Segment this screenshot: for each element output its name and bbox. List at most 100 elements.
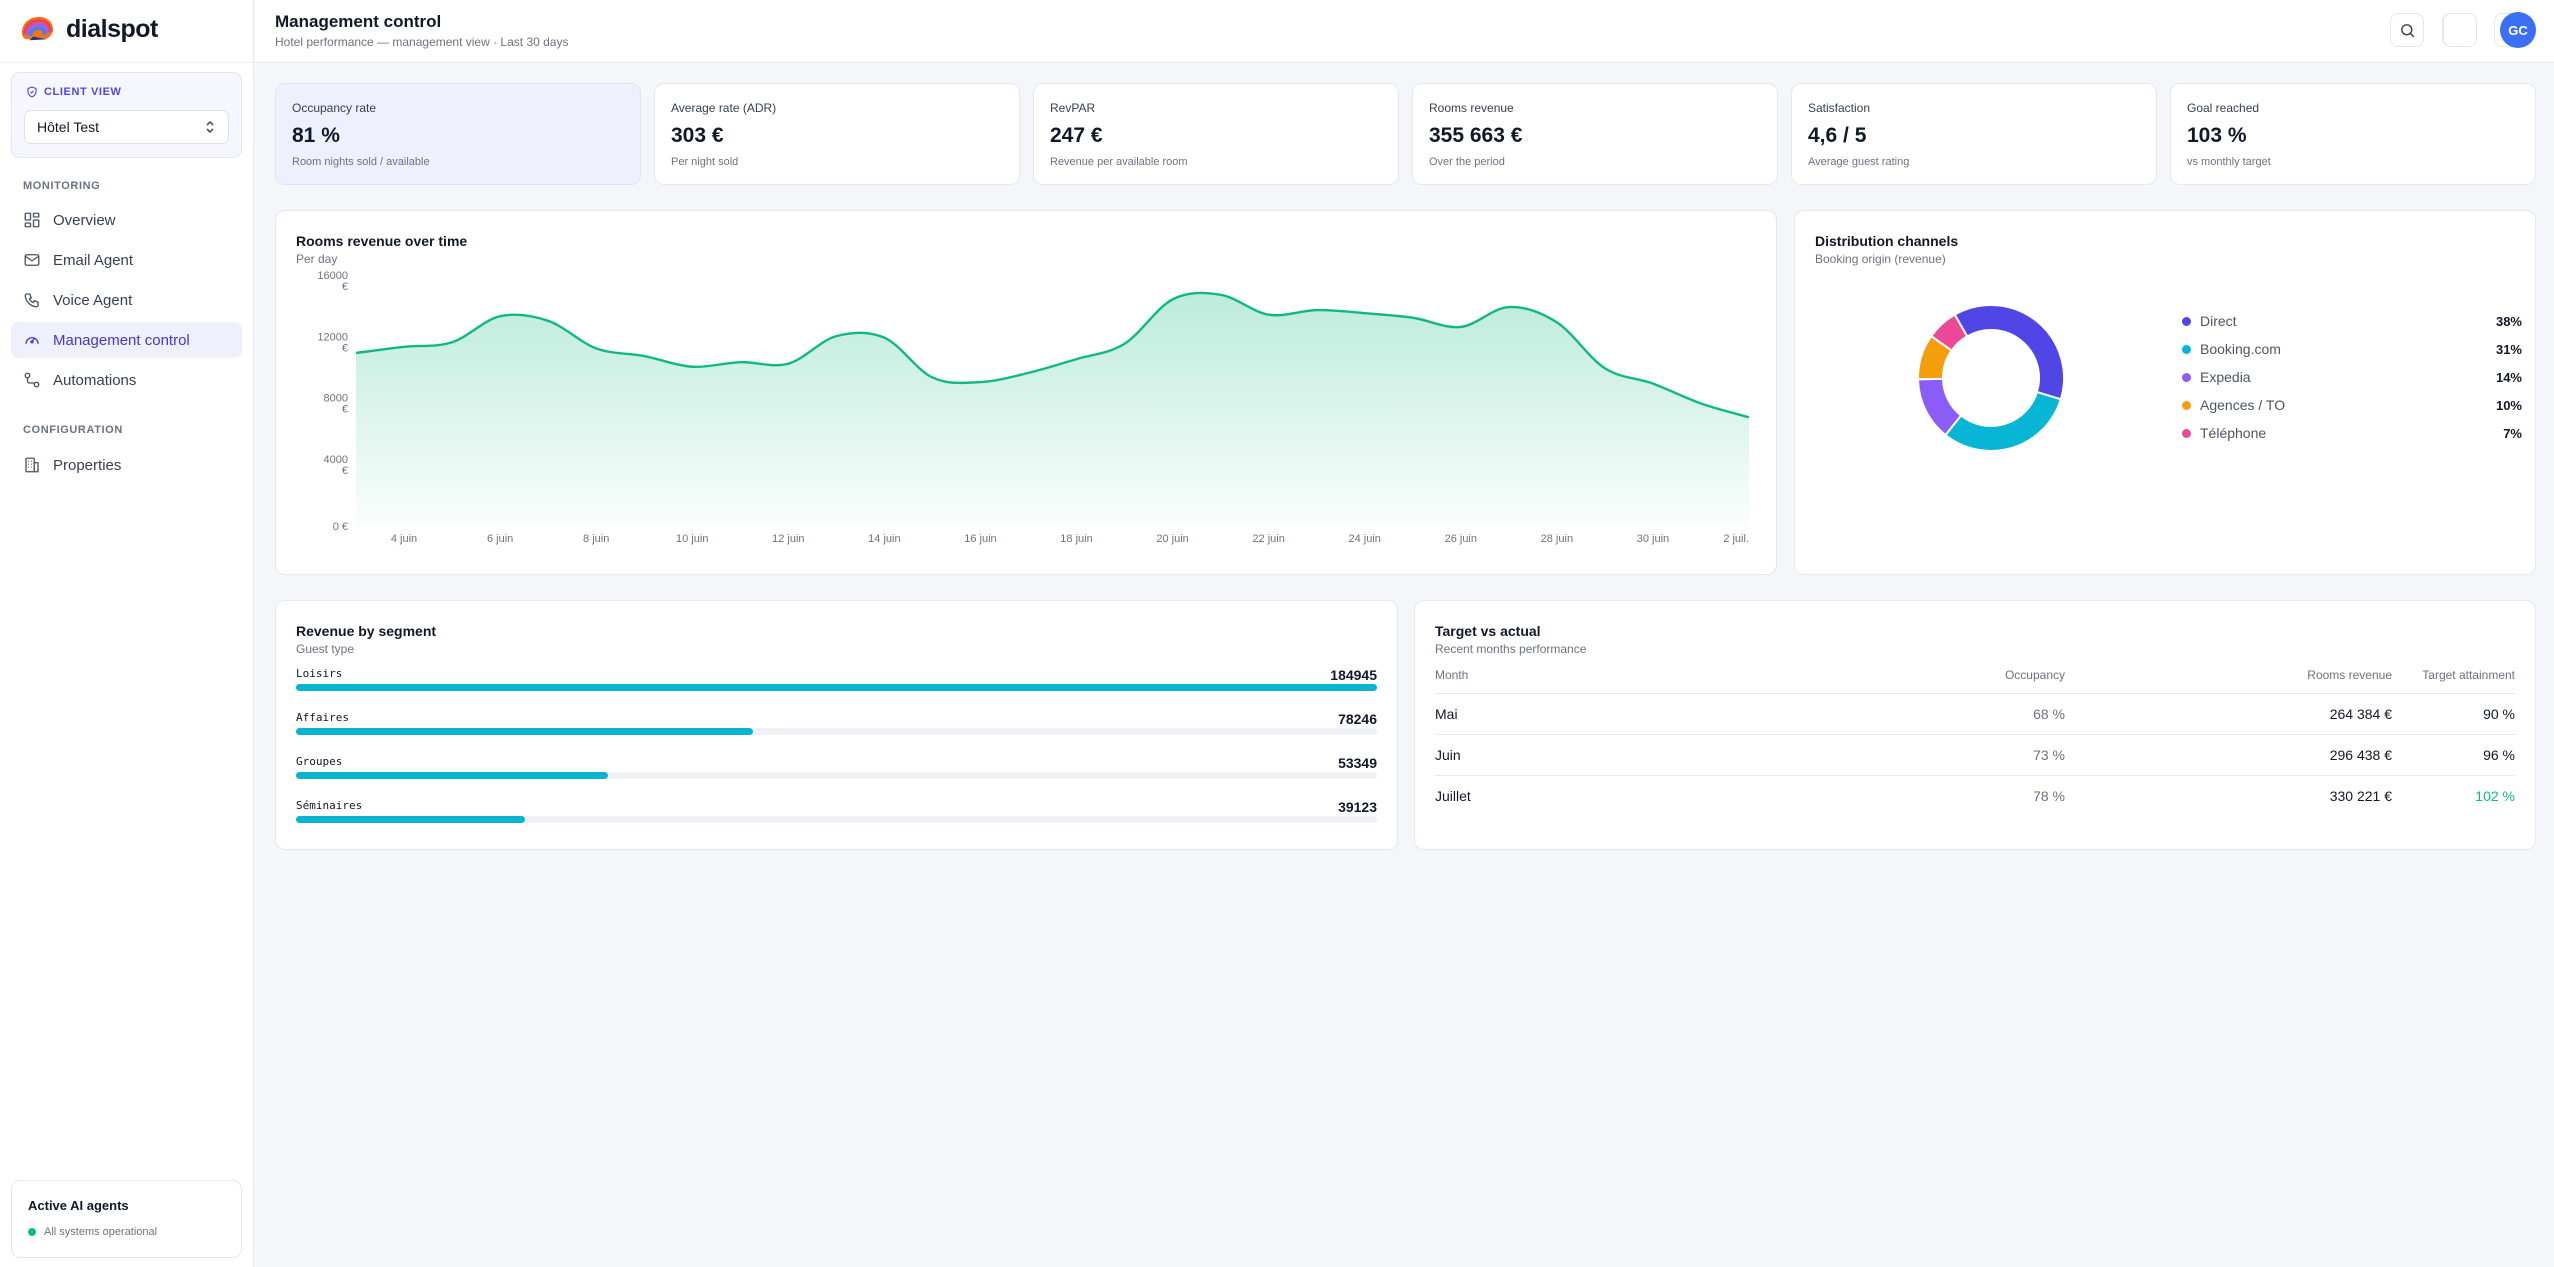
client-view-text: CLIENT VIEW — [44, 86, 122, 98]
segment-value: 39123 — [1338, 799, 1377, 815]
kpi-value: 103 % — [2187, 124, 2247, 147]
y-tick-label: 16000 — [317, 270, 348, 282]
kpi-label: Occupancy rate — [292, 101, 377, 115]
table-cell-month: Juillet — [1435, 788, 1471, 804]
x-tick-label: 26 juin — [1445, 533, 1477, 545]
segment-row: Affaires 78246 — [296, 711, 1377, 751]
kpi-card-satisfaction: Satisfaction 4,6 / 5 Average guest ratin… — [1791, 83, 2157, 185]
channels-title: Distribution channels — [1815, 233, 1959, 249]
kpi-value: 247 € — [1050, 124, 1103, 147]
chart-subtitle: Per day — [296, 252, 338, 266]
sidebar-item-label: Properties — [53, 456, 122, 474]
phone-icon — [24, 293, 39, 308]
segment-bar-fill — [296, 684, 1377, 691]
dialspot-logo-icon — [22, 16, 54, 41]
table-header-occupancy: Occupancy — [2004, 668, 2065, 682]
kpi-sub: Per night sold — [671, 156, 739, 168]
segment-bar-track — [296, 728, 1377, 735]
sidebar-item-properties[interactable]: Properties — [11, 447, 242, 483]
top-header: Management control Hotel performance — m… — [255, 0, 2554, 63]
segment-bar-track — [296, 684, 1377, 691]
sidebar-item-label: Automations — [53, 371, 137, 389]
x-tick-label: 14 juin — [868, 533, 900, 545]
avatar[interactable]: GC — [2500, 12, 2536, 48]
kpi-card-rooms-revenue: Rooms revenue 355 663 € Over the period — [1412, 83, 1778, 185]
sidebar-item-overview[interactable]: Overview — [11, 202, 242, 238]
legend-dot-expedia — [2182, 372, 2191, 382]
building-icon — [25, 457, 39, 473]
target-table-card: Target vs actual Recent months performan… — [1414, 600, 2536, 850]
legend-pct: 10% — [2495, 397, 2522, 413]
table-cell-attainment: 102 % — [2475, 788, 2515, 804]
segment-bar-track — [296, 772, 1377, 779]
status-dot-icon — [28, 1228, 36, 1236]
x-tick-label: 18 juin — [1060, 533, 1092, 545]
kpi-value: 81 % — [292, 124, 340, 147]
x-tick-label: 24 juin — [1349, 533, 1381, 545]
donut-slice-t-l-phone[interactable] — [1929, 313, 1969, 352]
sidebar: dialspot CLIENT VIEW Hôtel Test MONITORI… — [0, 0, 254, 1267]
segment-label: Loisirs — [296, 667, 343, 680]
sidebar-item-management-control[interactable]: Management control — [11, 322, 242, 358]
x-tick-label: 2 juil. — [1723, 533, 1749, 545]
y-tick-label: 0 € — [333, 521, 348, 533]
donut-slice-direct[interactable] — [1953, 304, 2065, 401]
legend-pct: 7% — [2503, 425, 2522, 441]
segment-title: Revenue by segment — [296, 623, 437, 639]
kpi-value: 4,6 / 5 — [1808, 124, 1867, 147]
chart-title: Rooms revenue over time — [296, 233, 468, 249]
x-tick-label: 20 juin — [1156, 533, 1188, 545]
agents-status: All systems operational — [28, 1226, 157, 1238]
legend-dot-direct — [2182, 316, 2191, 326]
legend-dot-agences — [2182, 400, 2191, 410]
hotel-select[interactable]: Hôtel Test — [24, 110, 229, 144]
x-tick-label: 10 juin — [676, 533, 708, 545]
table-cell-attainment: 96 % — [2483, 747, 2515, 763]
segment-label: Groupes — [296, 755, 343, 768]
page-title: Management control — [275, 12, 442, 31]
revenue-chart-card: Rooms revenue over time Per day 0 €4000 €… — [275, 210, 1777, 575]
notifications-button-spacer — [2443, 13, 2477, 47]
page-subtitle: Hotel performance — management view · La… — [275, 35, 569, 49]
shield-icon — [27, 86, 37, 98]
kpi-sub: Room nights sold / available — [292, 156, 430, 168]
y-tick-label: 8000 — [324, 393, 348, 405]
table-cell-attainment: 90 % — [2483, 706, 2515, 722]
segment-label: Séminaires — [296, 799, 363, 812]
revenue-line-chart: 0 €4000€8000€12000€16000€4 juin 6 juin 8 j… — [317, 270, 1750, 545]
brand[interactable]: dialspot — [18, 12, 158, 46]
table-cell-month: Juin — [1435, 747, 1461, 763]
kpi-label: Satisfaction — [1808, 101, 1871, 115]
table-cell-occupancy: 73 % — [2033, 747, 2065, 763]
y-tick-unit: € — [342, 281, 348, 293]
legend-pct: 14% — [2495, 369, 2522, 385]
kpi-label: Average rate (ADR) — [671, 101, 777, 115]
legend-item: Booking.com 31% — [2182, 339, 2522, 359]
kpi-label: Goal reached — [2187, 101, 2260, 115]
segment-card: Revenue by segment Guest type Loisirs 18… — [275, 600, 1398, 850]
x-tick-label: 22 juin — [1252, 533, 1284, 545]
channels-card: Distribution channels Booking origin (re… — [1794, 210, 2536, 575]
monitoring-heading: MONITORING — [23, 180, 101, 192]
grid-icon — [24, 212, 40, 228]
search-button[interactable] — [2390, 13, 2424, 47]
kpi-card-revpar: RevPAR 247 € Revenue per available room — [1033, 83, 1399, 185]
legend-label: Agences / TO — [2200, 397, 2286, 413]
kpi-value: 355 663 € — [1429, 124, 1523, 147]
sidebar-item-label: Voice Agent — [53, 291, 133, 309]
y-tick-unit: € — [342, 404, 348, 416]
sidebar-item-voice-agent[interactable]: Voice Agent — [11, 282, 242, 318]
legend-item: Expedia 14% — [2182, 367, 2522, 387]
table-cell-revenue: 330 221 € — [2329, 788, 2392, 804]
table-cell-occupancy: 78 % — [2033, 788, 2065, 804]
sidebar-item-automations[interactable]: Automations — [11, 362, 242, 398]
sidebar-item-email-agent[interactable]: Email Agent — [11, 242, 242, 278]
chevron-up-down-icon — [206, 120, 214, 134]
legend-dot-booking — [2182, 344, 2191, 354]
donut-slice-booking-com[interactable] — [1944, 390, 2063, 452]
legend-label: Booking.com — [2200, 341, 2281, 357]
kpi-label: Rooms revenue — [1429, 101, 1514, 115]
y-tick-unit: € — [342, 342, 348, 354]
x-tick-label: 16 juin — [964, 533, 996, 545]
revenue-area — [356, 292, 1749, 526]
